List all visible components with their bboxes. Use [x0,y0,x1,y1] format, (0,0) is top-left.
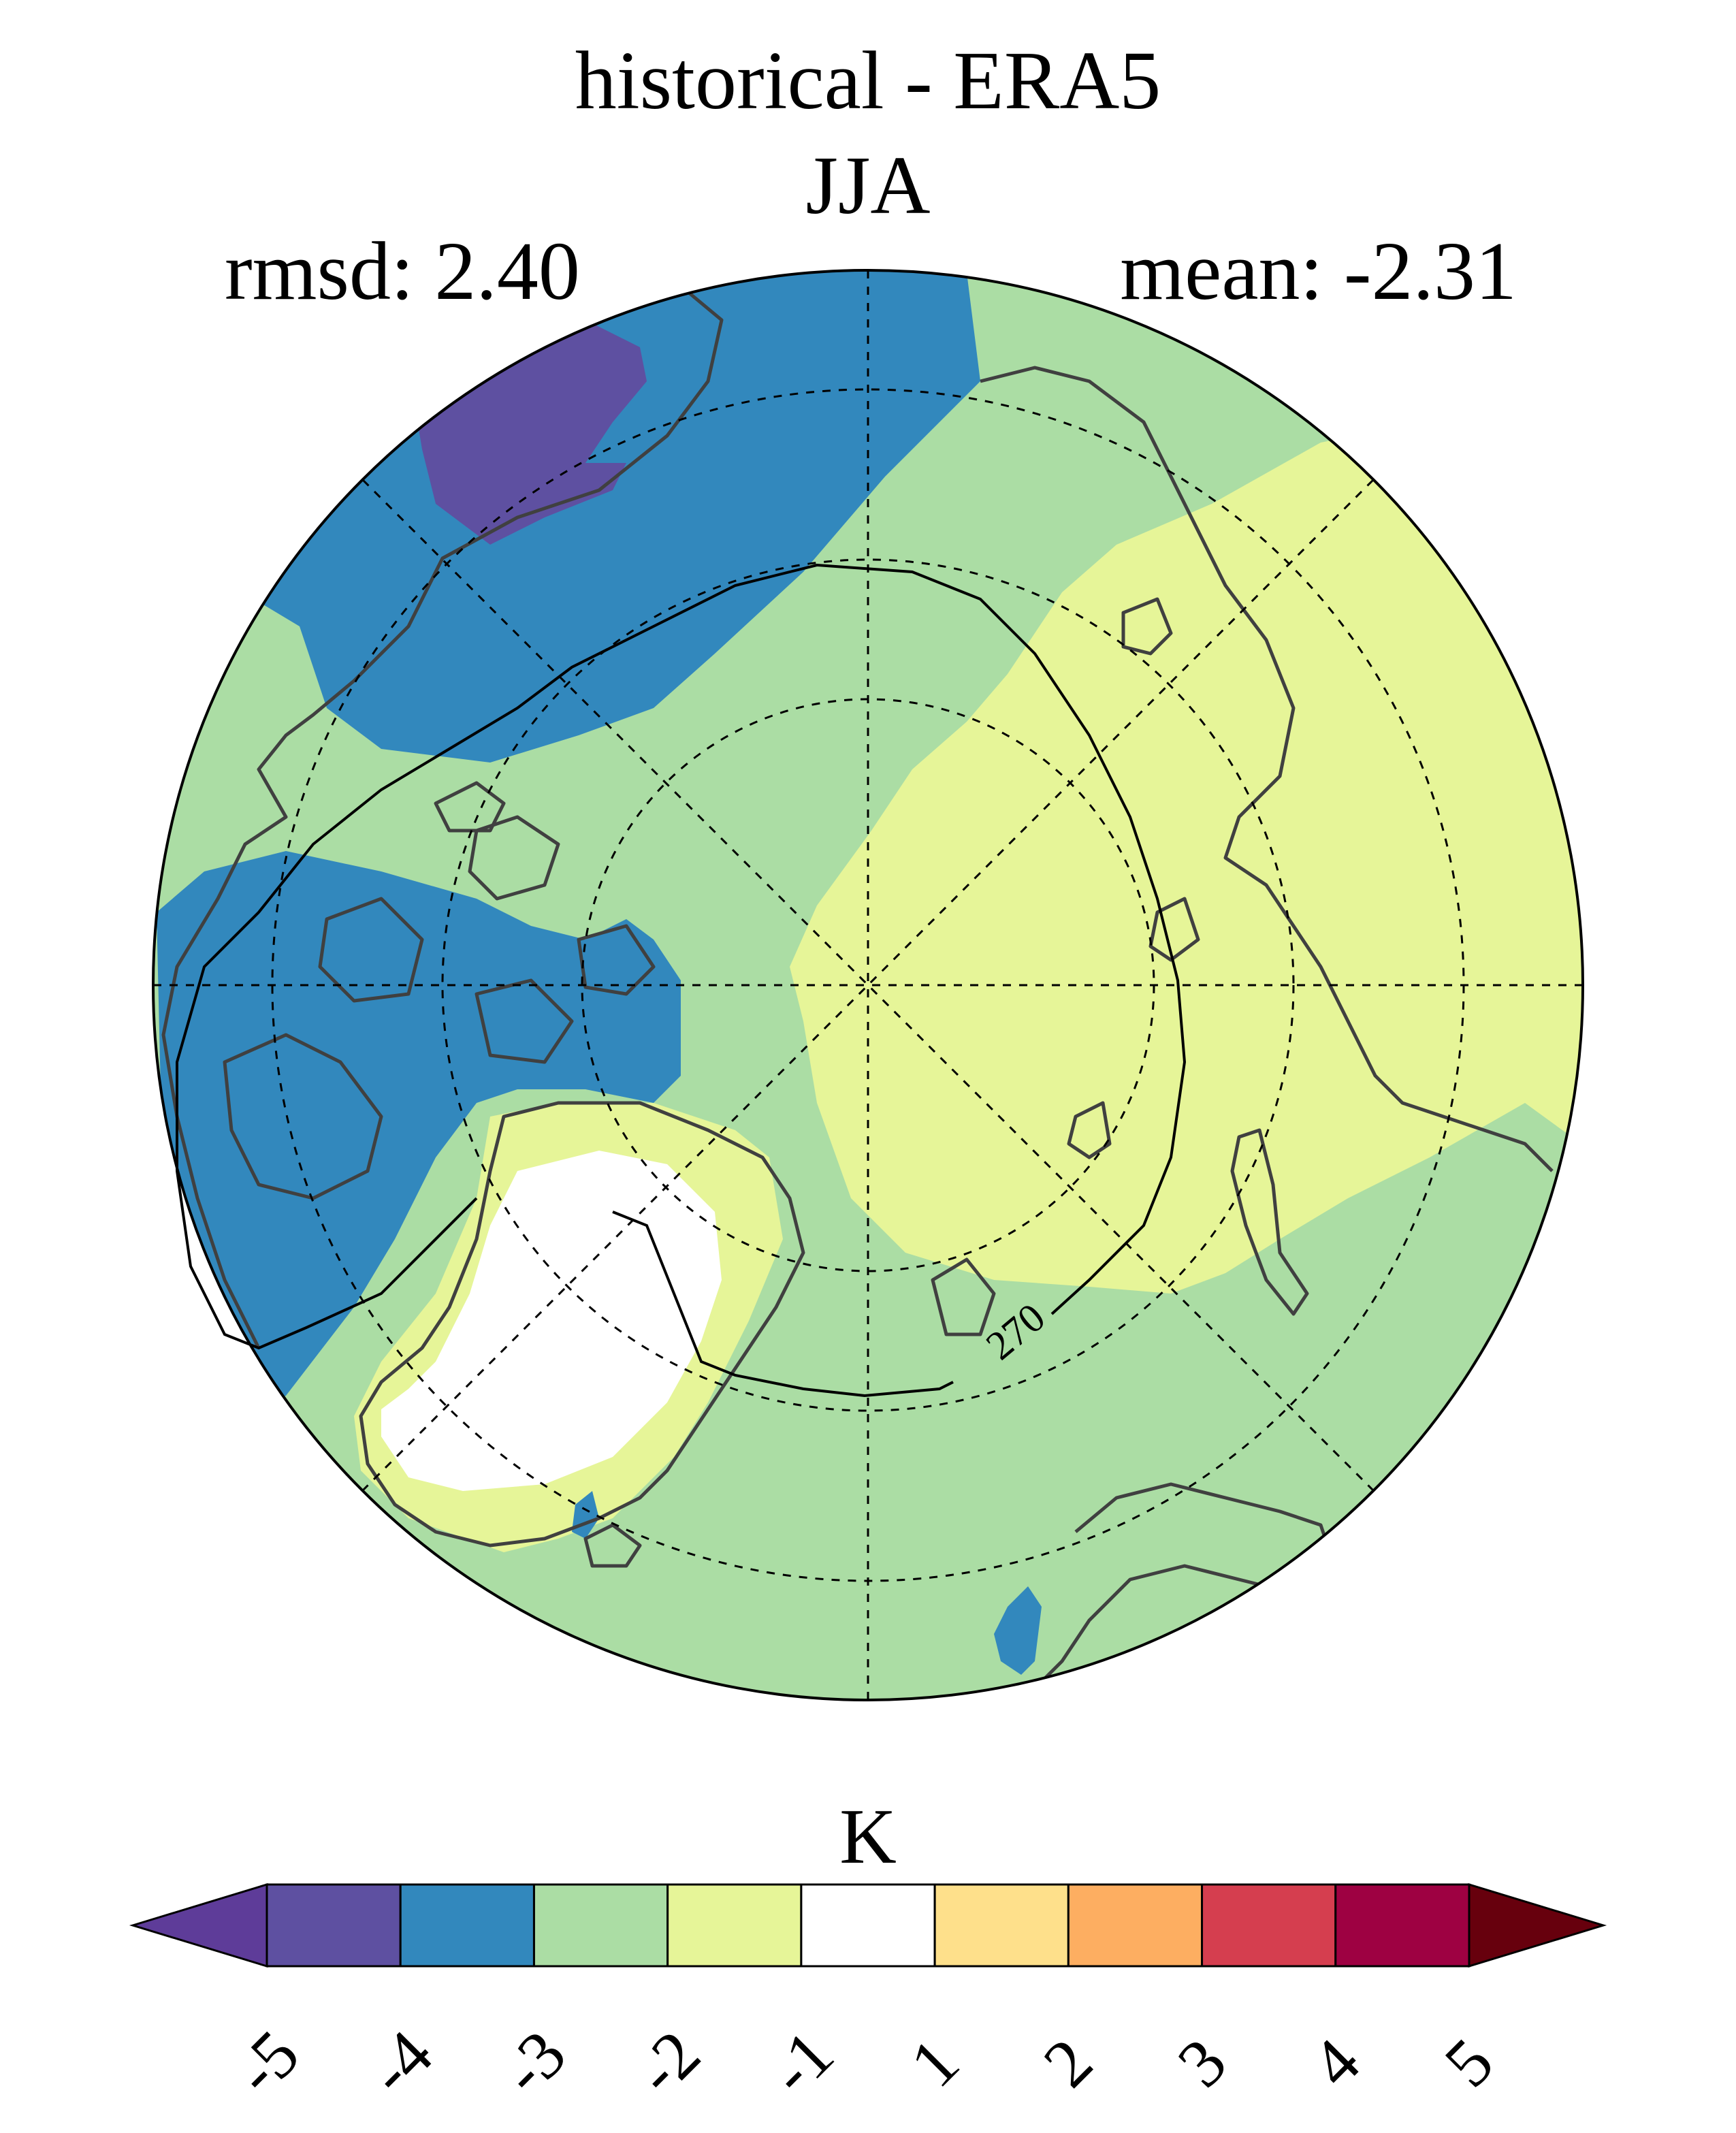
coastline-franz-josef-land [1067,1101,1112,1159]
coastline-svalbard [931,1257,996,1336]
contour-270-lower [612,1210,954,1398]
coastline-hudson-bay [223,1033,383,1200]
colorbar-tick-label: 4 [1296,2023,1375,2102]
coastline-archipelago-1 [468,815,560,901]
colorbar [129,1882,1607,1968]
coastline-new-siberian-islands [1121,597,1173,656]
map-border [152,269,1584,1701]
coastline-siberia [980,366,1554,1172]
coastline-greenland [359,1101,805,1547]
colorbar-tick-label: 5 [1430,2023,1508,2102]
coastline-archipelago-2 [318,897,424,1003]
plot-subtitle-season: JJA [805,140,931,231]
coastline-iceland [583,1523,642,1568]
coastline-north-america [161,285,724,1349]
colorbar-tick-label: -2 [620,2015,715,2110]
coastline-archipelago-4 [577,924,656,996]
graticule [153,270,1583,1700]
colorbar-tick-label: -3 [487,2015,581,2110]
colorbar-tick-label: 2 [1029,2023,1107,2102]
anomaly-region-greenland-white [381,1151,722,1491]
mean-label: mean: -2.31 [1120,225,1517,317]
colorbar-below-triangle [129,1882,268,1968]
rmsd-label: rmsd: 2.40 [225,225,580,317]
anomaly-region-blue-scandinavia [994,1586,1042,1675]
colorbar-tick-label: -1 [754,2015,848,2110]
coastline-archipelago-3 [434,781,506,833]
coastline-novaya-zemlya [1230,1128,1309,1316]
polar-map: 270 [152,269,1584,1701]
colorbar-bin [666,1883,803,1968]
colorbar-bin [1334,1883,1470,1968]
colorbar-above-triangle [1468,1882,1607,1968]
colorbar-tick-label: 3 [1163,2023,1241,2102]
coastline-severnaya-zemlya [1148,897,1200,962]
colorbar-bin [532,1883,669,1968]
colorbar-bin [800,1883,936,1968]
colorbar-units-label: K [839,1793,897,1880]
colorbar-bin [1201,1883,1337,1968]
colorbar-tick-label: -5 [219,2015,314,2110]
map-fill-layer [153,270,1583,1700]
plot-title: historical - ERA5 [575,35,1161,127]
latitude-circle-middle [441,558,1295,1412]
anomaly-region-blue-canada [157,851,681,1416]
colorbar-bin [399,1883,535,1968]
anomaly-region-yellow-green [790,354,1583,1294]
colorbar-bin [266,1883,402,1968]
colorbar-bin [1067,1883,1204,1968]
colorbar-tick-label: -4 [353,2015,447,2110]
colorbar-bins [129,1882,1607,1968]
contour-270 [176,563,1187,1350]
coastline-archipelago-5 [475,978,574,1064]
colorbar-bin [933,1883,1070,1968]
colorbar-tick-label: 1 [895,2023,974,2102]
coastlines [161,285,1554,1690]
